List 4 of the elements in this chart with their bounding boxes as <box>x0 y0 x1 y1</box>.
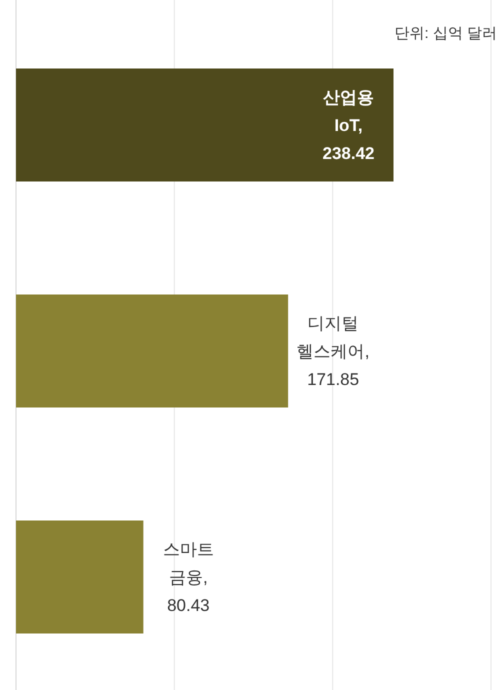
data-label: 스마트 금융, 80.43 <box>162 540 214 615</box>
annotation: 단위: 십억 달러 <box>394 25 497 42</box>
data-label: 디지털 헬스케어, 171.85 <box>296 314 370 389</box>
data-label: 산업용 IoT, 238.42 <box>322 88 374 163</box>
